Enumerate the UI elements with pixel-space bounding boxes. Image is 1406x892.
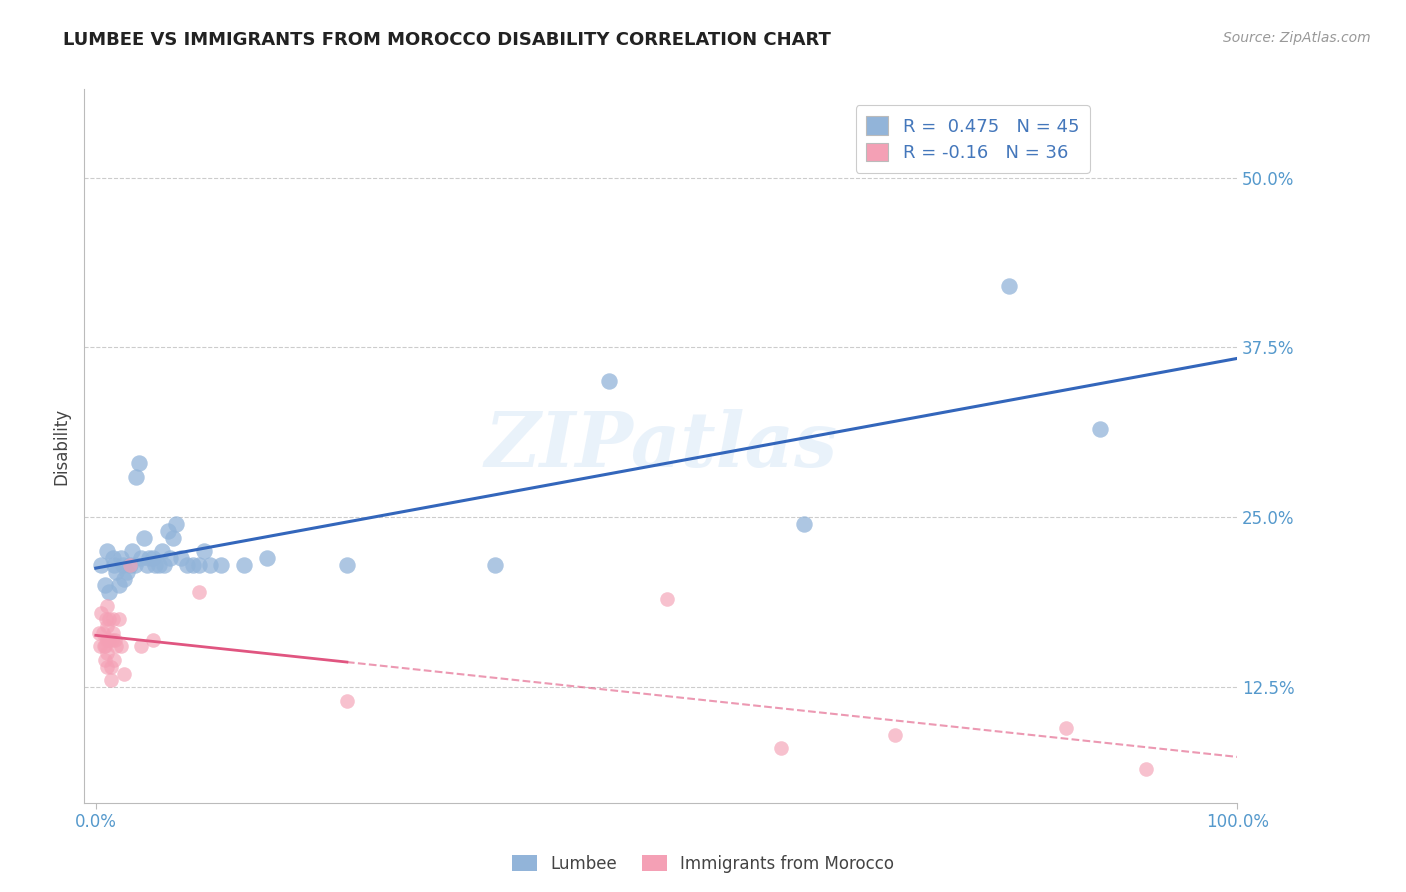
- Point: [233, 558, 256, 572]
- Point: [125, 469, 148, 483]
- Point: [153, 558, 176, 572]
- Point: [998, 279, 1021, 293]
- Point: [484, 558, 506, 572]
- Point: [142, 632, 165, 647]
- Point: [94, 612, 117, 626]
- Point: [110, 551, 132, 566]
- Point: [198, 558, 221, 572]
- Point: [142, 551, 165, 566]
- Point: [103, 653, 125, 667]
- Point: [1054, 721, 1077, 735]
- Point: [193, 544, 215, 558]
- Point: [131, 640, 153, 654]
- Point: [96, 599, 118, 613]
- Point: [94, 578, 117, 592]
- Point: [159, 551, 181, 566]
- Point: [165, 517, 187, 532]
- Point: [336, 694, 359, 708]
- Point: [105, 640, 128, 654]
- Point: [110, 640, 132, 654]
- Point: [121, 544, 143, 558]
- Point: [90, 558, 112, 572]
- Point: [336, 558, 359, 572]
- Point: [103, 558, 125, 572]
- Point: [112, 666, 135, 681]
- Point: [98, 612, 121, 626]
- Point: [136, 558, 159, 572]
- Point: [94, 653, 117, 667]
- Point: [1135, 762, 1157, 776]
- Text: ZIPatlas: ZIPatlas: [484, 409, 838, 483]
- Point: [124, 558, 146, 572]
- Point: [101, 551, 124, 566]
- Legend: R =  0.475   N = 45, R = -0.16   N = 36: R = 0.475 N = 45, R = -0.16 N = 36: [856, 105, 1090, 173]
- Text: LUMBEE VS IMMIGRANTS FROM MOROCCO DISABILITY CORRELATION CHART: LUMBEE VS IMMIGRANTS FROM MOROCCO DISABI…: [63, 31, 831, 49]
- Text: Source: ZipAtlas.com: Source: ZipAtlas.com: [1223, 31, 1371, 45]
- Point: [1090, 422, 1112, 436]
- Point: [101, 612, 124, 626]
- Legend: Lumbee, Immigrants from Morocco: Lumbee, Immigrants from Morocco: [505, 848, 901, 880]
- Point: [104, 632, 127, 647]
- Point: [187, 585, 209, 599]
- Point: [187, 558, 209, 572]
- Point: [118, 558, 141, 572]
- Point: [89, 626, 111, 640]
- Point: [91, 626, 114, 640]
- Point: [170, 551, 193, 566]
- Point: [131, 551, 153, 566]
- Point: [176, 558, 198, 572]
- Point: [107, 612, 129, 626]
- Point: [209, 558, 232, 572]
- Point: [98, 632, 121, 647]
- Point: [162, 531, 184, 545]
- Point: [96, 544, 118, 558]
- Point: [96, 646, 118, 660]
- Point: [150, 544, 173, 558]
- Point: [883, 728, 905, 742]
- Point: [769, 741, 792, 756]
- Point: [148, 558, 170, 572]
- Point: [143, 558, 166, 572]
- Point: [138, 551, 160, 566]
- Point: [101, 626, 124, 640]
- Point: [96, 632, 118, 647]
- Point: [112, 558, 135, 572]
- Point: [100, 660, 122, 674]
- Point: [156, 524, 179, 538]
- Point: [128, 456, 150, 470]
- Point: [115, 565, 138, 579]
- Point: [100, 673, 122, 688]
- Point: [181, 558, 204, 572]
- Point: [118, 558, 141, 572]
- Y-axis label: Disability: Disability: [52, 408, 70, 484]
- Point: [256, 551, 278, 566]
- Point: [90, 606, 112, 620]
- Point: [89, 640, 111, 654]
- Point: [112, 572, 135, 586]
- Point: [107, 578, 129, 592]
- Point: [105, 565, 128, 579]
- Point: [655, 591, 678, 606]
- Point: [792, 517, 814, 532]
- Point: [94, 640, 117, 654]
- Point: [96, 619, 118, 633]
- Point: [598, 375, 620, 389]
- Point: [100, 632, 122, 647]
- Point: [98, 585, 121, 599]
- Point: [96, 660, 118, 674]
- Point: [93, 640, 115, 654]
- Point: [132, 531, 155, 545]
